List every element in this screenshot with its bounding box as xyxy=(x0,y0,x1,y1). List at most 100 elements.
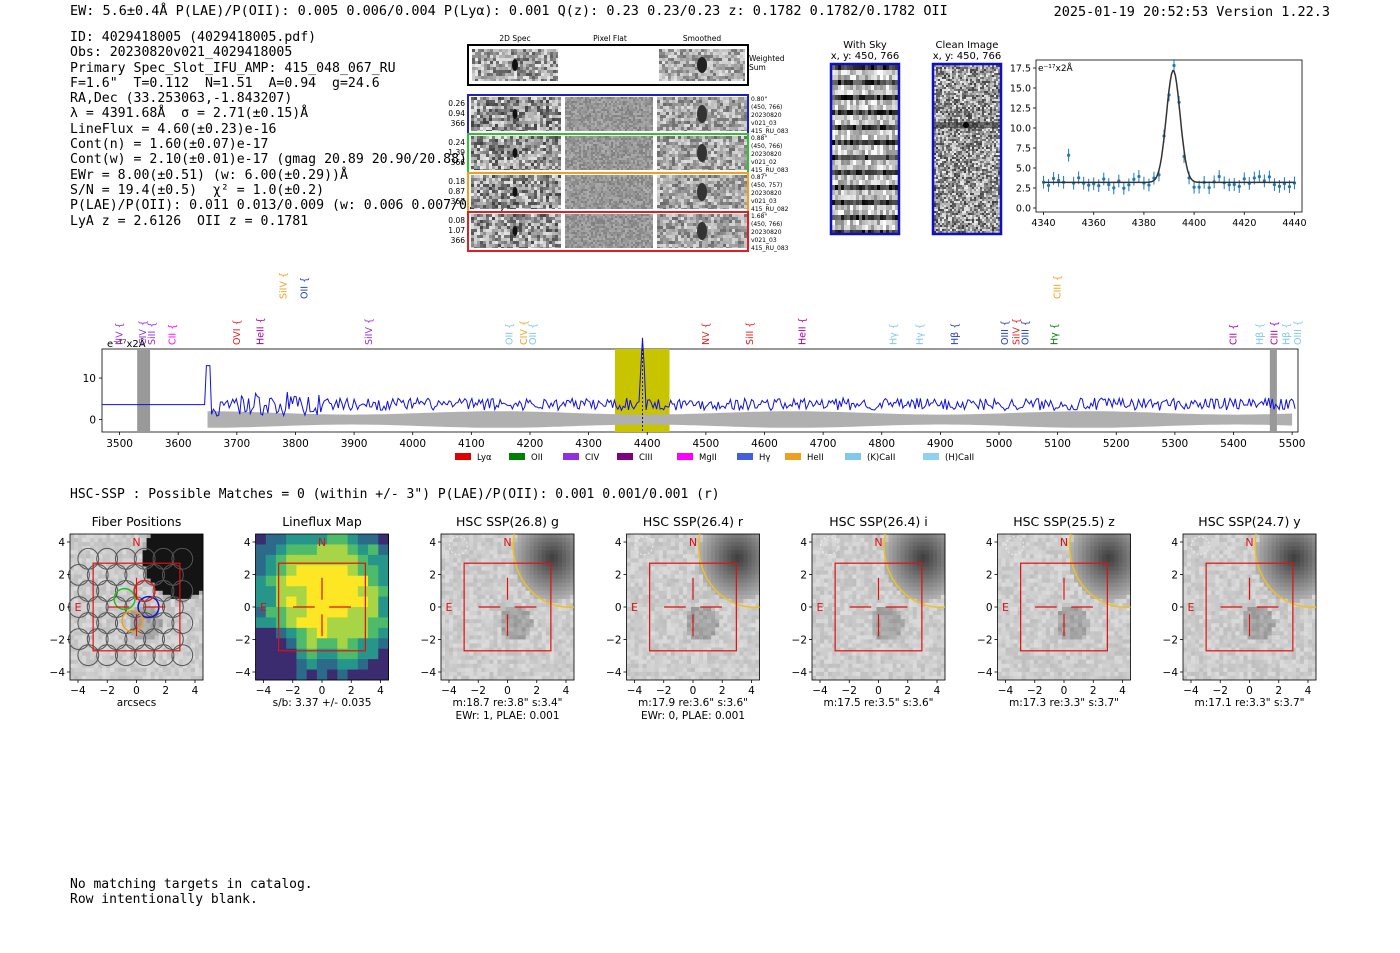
fit-xtick-label: 4400 xyxy=(1182,218,1206,229)
fiber-meta: 20230820 xyxy=(751,190,782,197)
catalog-ellipse xyxy=(883,533,946,608)
fit-xtick-label: 4340 xyxy=(1031,218,1055,229)
catalog-source-marker xyxy=(1005,536,1025,556)
fiber-meta: 415_RU_082 xyxy=(751,206,789,213)
line-id-label: CIV { xyxy=(138,320,149,345)
fiber-meta: 0.88" xyxy=(751,135,767,142)
footer-note: Row intentionally blank. xyxy=(70,892,258,907)
line-id-label: HeII { xyxy=(798,317,809,345)
legend-swatch xyxy=(617,453,633,460)
fiber-stat: 0.24 xyxy=(448,138,465,147)
info-line: P(LAE)/P(OII): 0.011 0.013/0.009 (w: 0.0… xyxy=(70,198,507,214)
legend-label: CIII xyxy=(639,453,652,462)
fit-model-curve xyxy=(1043,69,1295,184)
detection-info-block: ID: 4029418005 (4029418005.pdf) Obs: 2023… xyxy=(70,30,507,229)
fiber-meta: 0.80" xyxy=(751,96,767,103)
fit-ytick-label: 10.0 xyxy=(1010,124,1031,135)
weighted-2d-spec xyxy=(472,49,558,81)
image-panel xyxy=(1183,534,1317,681)
image-xtick-label: 0 xyxy=(133,685,140,697)
footer-note: No matching targets in catalog. xyxy=(70,877,313,892)
line-id-label: HeII { xyxy=(255,317,266,345)
fiber-meta: (450, 757) xyxy=(751,182,782,189)
spectrum-xtick-label: 4200 xyxy=(517,438,544,450)
fit-ytick-label: 12.5 xyxy=(1010,104,1031,115)
sky-panel-subtitle: x, y: 450, 766 xyxy=(933,51,1002,62)
legend-swatch xyxy=(737,453,753,460)
fiber-stat: 0.08 xyxy=(448,216,465,225)
line-id-label: CII { xyxy=(1229,324,1240,345)
image-xtick-label: 2 xyxy=(1275,685,1282,697)
sky-panel-title: With Sky xyxy=(843,40,887,51)
compass-east: E xyxy=(1188,601,1195,614)
fiber-meta: 415_RU_083 xyxy=(751,128,789,135)
compass-north: N xyxy=(874,536,882,549)
legend-label: MgII xyxy=(699,453,717,462)
line-id-label: OII { xyxy=(504,323,515,345)
fiber-stat: 1.39 xyxy=(448,148,465,157)
image-panel-title: HSC SSP(26.4) i xyxy=(829,514,927,529)
legend-label: CIV xyxy=(585,453,599,462)
clean-image xyxy=(934,65,1000,233)
fiber-2d-spec xyxy=(471,175,561,209)
image-ytick-label: 4 xyxy=(986,537,993,549)
fiber-meta: 20230820 xyxy=(751,151,782,158)
compass-north: N xyxy=(689,536,697,549)
fiber-pixel-flat xyxy=(565,136,653,170)
image-ytick-label: 2 xyxy=(800,570,807,582)
fiber-2d-spec xyxy=(471,214,561,248)
spectrum-xtick-label: 4800 xyxy=(868,438,895,450)
image-ytick-label: −2 xyxy=(235,635,250,647)
aperture-box xyxy=(1205,562,1294,652)
fiber-pixel-flat xyxy=(565,97,653,131)
info-line: EWr = 8.00(±0.51) (w: 6.00(±0.29))Å xyxy=(70,167,348,183)
image-xtick-label: 4 xyxy=(192,685,199,697)
image-panel xyxy=(255,534,389,681)
aperture-box xyxy=(463,562,552,652)
masked-region xyxy=(1269,349,1277,432)
spectrum-xtick-label: 4400 xyxy=(634,438,661,450)
fiber-stat: 0.94 xyxy=(448,109,465,118)
error-band xyxy=(207,411,1293,428)
spectrum-xtick-label: 3900 xyxy=(341,438,368,450)
spectrum-xtick-label: 4900 xyxy=(927,438,954,450)
fiber-smoothed xyxy=(657,136,747,170)
info-line: Obs: 20230820v021_4029418005 xyxy=(70,45,293,61)
image-ytick-label: −2 xyxy=(606,635,621,647)
fiber-meta: v021_03 xyxy=(751,198,777,205)
emission-blob xyxy=(512,59,518,71)
image-panel-caption: EWr: 0, PLAE: 0.001 xyxy=(641,710,745,722)
image-xtick-label: −4 xyxy=(256,685,272,697)
fit-ytick-label: 17.5 xyxy=(1010,64,1031,75)
image-panel-title: HSC SSP(24.7) y xyxy=(1198,514,1301,529)
fiber-meta: (450, 766) xyxy=(751,143,782,150)
image-panel-caption: m:17.1 re:3.3" s:3.7" xyxy=(1195,697,1305,709)
legend-label: OII xyxy=(531,453,543,462)
legend-swatch xyxy=(455,453,471,460)
fit-ytick-label: 2.5 xyxy=(1016,184,1031,195)
emission-blob xyxy=(512,187,518,197)
image-panel-title: HSC SSP(25.5) z xyxy=(1013,514,1115,529)
spectrum-xtick-label: 5400 xyxy=(1220,438,1247,450)
image-panel-caption: m:17.3 re:3.3" s:3.7" xyxy=(1009,697,1119,709)
image-ytick-label: 4 xyxy=(800,537,807,549)
fiber-stat: 366 xyxy=(451,158,466,167)
fiber-stat: 367 xyxy=(451,197,466,206)
image-panel xyxy=(626,534,760,681)
image-ytick-label: 4 xyxy=(615,537,622,549)
image-ytick-label: 0 xyxy=(58,602,65,614)
image-xtick-label: 0 xyxy=(1061,685,1068,697)
legend-label: Lyα xyxy=(477,453,492,462)
aperture-box xyxy=(278,562,366,652)
aperture-box xyxy=(92,562,181,652)
weighted-label: Weighted xyxy=(749,54,785,63)
fiber-meta: v021_03 xyxy=(751,237,777,244)
line-id-label: OVI { xyxy=(232,319,243,345)
fiber-meta: 20230820 xyxy=(751,112,782,119)
source-blob xyxy=(963,122,969,128)
fiber-frame xyxy=(467,211,749,252)
fiber-stat: 366 xyxy=(451,236,466,245)
sky-panel-frame xyxy=(829,62,901,236)
